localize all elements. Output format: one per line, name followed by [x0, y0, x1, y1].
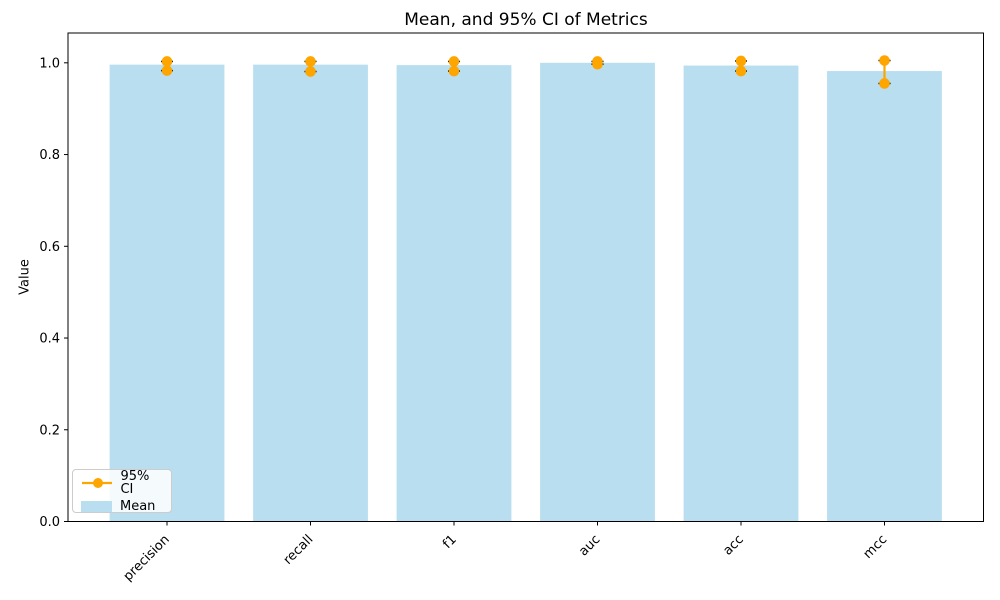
ci-lower-dot — [879, 78, 890, 89]
x-tick-label-precision: precision — [121, 532, 173, 584]
y-tick-label: 0.0 — [39, 515, 60, 530]
y-tick-label: 1.0 — [39, 56, 60, 71]
x-tick-label-auc: auc — [576, 532, 603, 559]
bars-group — [109, 62, 942, 522]
mean-patch-swatch-icon — [81, 500, 112, 512]
bar-precision — [109, 64, 225, 522]
ci-lower-dot — [735, 65, 747, 77]
errorbar-acc — [734, 55, 747, 77]
bar-acc — [683, 65, 799, 522]
legend-label-ci: 95% CI — [120, 468, 150, 497]
x-tick-label-f1: f1 — [440, 532, 460, 552]
legend: 95% CI Mean — [72, 469, 172, 513]
y-tick-label: 0.8 — [39, 148, 60, 163]
errorbar-f1 — [448, 56, 461, 77]
errorbar-recall — [304, 56, 317, 77]
bar-f1 — [396, 65, 512, 522]
ci-upper-dot — [161, 56, 173, 67]
x-tick-label-recall: recall — [281, 532, 317, 568]
ci-lower-dot — [592, 58, 603, 70]
bar-auc — [540, 62, 655, 522]
errorbar-auc — [591, 56, 604, 70]
ci-upper-dot — [305, 56, 316, 67]
bar-recall — [253, 64, 368, 522]
x-tick-label-acc: acc — [720, 532, 746, 558]
y-tick-label: 0.2 — [39, 423, 60, 438]
ci-lower-dot — [448, 65, 460, 77]
y-axis-label: Value — [17, 259, 33, 295]
legend-label-mean: Mean — [120, 498, 156, 514]
x-axis: precision recall f1 auc acc mcc — [121, 521, 891, 584]
y-tick-label: 0.6 — [39, 240, 60, 255]
ci-upper-dot — [879, 55, 890, 66]
legend-item-mean: Mean — [81, 500, 163, 513]
ci-line-swatch-icon — [82, 477, 113, 488]
legend-item-ci: 95% CI — [81, 470, 163, 496]
ci-upper-dot — [448, 56, 460, 67]
ci-lower-dot — [305, 66, 316, 77]
errorbar-precision — [161, 56, 174, 76]
bar-mcc — [827, 71, 942, 522]
y-tick-label: 0.4 — [39, 332, 60, 347]
x-tick-label-mcc: mcc — [861, 532, 891, 562]
y-axis: 0.0 0.2 0.4 0.6 0.8 1.0 — [39, 56, 68, 530]
ci-lower-dot — [161, 65, 173, 76]
ci-upper-dot — [735, 55, 747, 67]
chart-title: Mean, and 95% CI of Metrics — [404, 10, 648, 30]
axes-frame — [67, 32, 984, 522]
errorbars-group — [161, 55, 891, 89]
errorbar-mcc — [878, 55, 891, 89]
